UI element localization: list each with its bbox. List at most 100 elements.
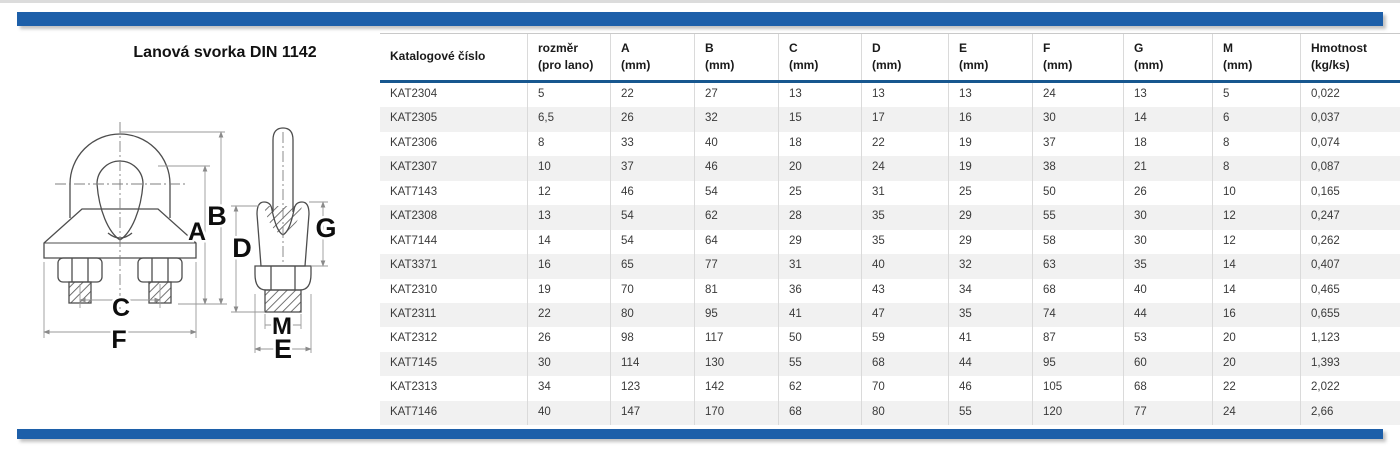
- table-row: KAT2305 6,5 26 32 15 17 16 30 14 6 0,037: [380, 107, 1400, 132]
- table-cell: 25: [778, 180, 861, 206]
- column-header: M (mm): [1212, 34, 1300, 80]
- technical-drawing: A B C F D G M E: [43, 122, 339, 367]
- table-cell: 0,655: [1300, 302, 1400, 328]
- table-cell: 19: [948, 131, 1032, 157]
- table-cell: 14: [1123, 107, 1212, 132]
- table-cell: 46: [610, 180, 694, 206]
- table-cell: 40: [694, 131, 778, 157]
- table-cell: 105: [1032, 376, 1123, 401]
- table-header-row: Katalogové číslo rozměr (pro lano) A (mm) B (m…: [380, 33, 1400, 83]
- table-cell: 28: [778, 205, 861, 230]
- table-cell: 55: [948, 400, 1032, 426]
- table-cell: 24: [1212, 400, 1300, 426]
- table-cell: 114: [610, 351, 694, 377]
- table-cell: 120: [1032, 400, 1123, 426]
- dim-label-m: M: [272, 313, 292, 340]
- table-cell: 26: [1123, 180, 1212, 206]
- table-cell: 13: [1123, 83, 1212, 108]
- table-cell: KAT2312: [390, 332, 438, 345]
- table-cell: 81: [694, 278, 778, 303]
- table-cell: 25: [948, 180, 1032, 206]
- table-cell: 0,262: [1300, 229, 1400, 255]
- table-body: KAT2304 5 22 27 13 13 13 24 13 5 0,022 KAT2305 6,5 26…: [380, 83, 1400, 426]
- table-cell: 31: [861, 180, 948, 206]
- table-cell: 32: [694, 107, 778, 132]
- table-cell: 46: [694, 156, 778, 181]
- table-cell: 1,393: [1300, 351, 1400, 377]
- table-cell: 8: [1212, 156, 1300, 181]
- table-cell: 35: [948, 302, 1032, 328]
- column-header: A (mm): [610, 34, 694, 80]
- table-cell: 22: [1212, 376, 1300, 401]
- table-cell: 0,407: [1300, 254, 1400, 279]
- table-cell: 30: [1123, 229, 1212, 255]
- table-cell: 17: [861, 107, 948, 132]
- table-row: KAT2313 34 123 142 62 70 46 105 68 22 2,022: [380, 376, 1400, 401]
- table-cell: 68: [861, 351, 948, 377]
- table-cell: 40: [527, 400, 610, 426]
- table-cell: KAT2307: [390, 161, 438, 174]
- table-cell: 130: [694, 351, 778, 377]
- column-header: C (mm): [778, 34, 861, 80]
- table-cell: 0,247: [1300, 205, 1400, 230]
- table-cell: KAT3371: [390, 259, 438, 272]
- table-cell: 13: [948, 83, 1032, 108]
- table-cell: 14: [1212, 254, 1300, 279]
- table-cell: 68: [778, 400, 861, 426]
- table-cell: 26: [527, 327, 610, 352]
- table-cell: 30: [1123, 205, 1212, 230]
- front-view-centerlines: [55, 122, 185, 312]
- table-cell: 87: [1032, 327, 1123, 352]
- table-cell: 10: [1212, 180, 1300, 206]
- table-cell: 44: [948, 351, 1032, 377]
- table-cell: 60: [1123, 351, 1212, 377]
- table-row: KAT7145 30 114 130 55 68 44 95 60 20 1,393: [380, 351, 1400, 377]
- dim-label-e: E: [274, 334, 292, 364]
- column-header: rozměr (pro lano): [527, 34, 610, 80]
- table-cell: 0,165: [1300, 180, 1400, 206]
- table-cell: 31: [778, 254, 861, 279]
- table-cell: 147: [610, 400, 694, 426]
- table-cell: 24: [861, 156, 948, 181]
- table-cell: 30: [527, 351, 610, 377]
- table-cell: KAT7146: [390, 405, 438, 418]
- table-row: KAT2306 8 33 40 18 22 19 37 18 8 0,074: [380, 131, 1400, 157]
- table-cell: 1,123: [1300, 327, 1400, 352]
- table-cell: 30: [1032, 107, 1123, 132]
- column-header: E (mm): [948, 34, 1032, 80]
- column-header: D (mm): [861, 34, 948, 80]
- table-cell: KAT2313: [390, 381, 438, 394]
- table-cell: 37: [1032, 131, 1123, 157]
- table-cell: 95: [694, 302, 778, 328]
- column-header: Katalogové číslo: [390, 49, 486, 64]
- table-cell: 16: [527, 254, 610, 279]
- table-cell: 8: [527, 131, 610, 157]
- table-cell: 34: [527, 376, 610, 401]
- table-cell: 29: [948, 229, 1032, 255]
- table-cell: 20: [778, 156, 861, 181]
- table-cell: KAT7145: [390, 356, 438, 369]
- table-cell: 32: [948, 254, 1032, 279]
- table-cell: 80: [610, 302, 694, 328]
- column-header: F (mm): [1032, 34, 1123, 80]
- dim-label-g: G: [315, 213, 336, 243]
- table-cell: 54: [694, 180, 778, 206]
- table-cell: KAT2310: [390, 283, 438, 296]
- table-cell: 55: [1032, 205, 1123, 230]
- table-cell: 62: [694, 205, 778, 230]
- table-cell: 10: [527, 156, 610, 181]
- page-title: Lanová svorka DIN 1142: [133, 44, 317, 61]
- table-cell: 2,022: [1300, 376, 1400, 401]
- table-cell: 14: [1212, 278, 1300, 303]
- table-cell: 54: [610, 205, 694, 230]
- table-cell: 62: [778, 376, 861, 401]
- table-cell: 29: [778, 229, 861, 255]
- table-cell: 98: [610, 327, 694, 352]
- bottom-accent-bar: [17, 429, 1383, 439]
- table-cell: 77: [1123, 400, 1212, 426]
- table-cell: 38: [1032, 156, 1123, 181]
- table-cell: KAT2306: [390, 136, 438, 149]
- specification-table: Katalogové číslo rozměr (pro lano) A (mm) B (m…: [380, 33, 1400, 426]
- table-cell: 68: [1032, 278, 1123, 303]
- table-row: KAT2307 10 37 46 20 24 19 38 21 8 0,087: [380, 156, 1400, 181]
